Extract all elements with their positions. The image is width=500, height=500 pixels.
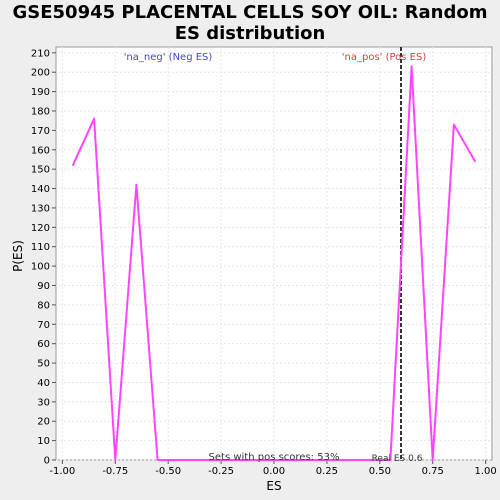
data-point-12 bbox=[326, 459, 328, 461]
y-tick-label-7: 70 bbox=[37, 320, 50, 331]
y-tick-label-13: 130 bbox=[31, 203, 50, 214]
y-tick-label-19: 190 bbox=[31, 87, 50, 98]
x-tick-label-8: 1.00 bbox=[475, 466, 497, 477]
y-tick-label-12: 120 bbox=[31, 223, 50, 234]
y-tick-label-2: 20 bbox=[37, 417, 50, 428]
x-tick-label-1: -0.75 bbox=[102, 466, 128, 477]
data-point-4 bbox=[156, 459, 159, 461]
y-tick-label-14: 140 bbox=[31, 184, 50, 195]
data-point-15 bbox=[389, 459, 392, 461]
x-tick-label-7: 0.75 bbox=[422, 466, 444, 477]
y-tick-label-6: 60 bbox=[37, 339, 50, 350]
data-point-19 bbox=[474, 160, 476, 163]
y-tick-label-1: 10 bbox=[37, 436, 50, 447]
real-es-label: Real ES 0.6 bbox=[372, 454, 423, 464]
data-point-14 bbox=[368, 459, 371, 461]
chart-title-line-2: ES distribution bbox=[174, 23, 326, 44]
data-point-2 bbox=[114, 459, 117, 461]
y-tick-label-0: 0 bbox=[44, 456, 50, 467]
y-tick-label-9: 90 bbox=[37, 281, 50, 292]
x-tick-label-4: 0.00 bbox=[263, 466, 285, 477]
y-axis-label: P(ES) bbox=[11, 240, 25, 272]
y-tick-label-4: 40 bbox=[37, 378, 50, 389]
chart-title-line-1: GSE50945 PLACENTAL CELLS SOY OIL: Random bbox=[12, 2, 488, 23]
data-point-18 bbox=[453, 123, 455, 126]
y-tick-label-3: 30 bbox=[37, 397, 50, 408]
data-point-3 bbox=[135, 183, 138, 186]
y-tick-label-5: 50 bbox=[37, 359, 50, 370]
data-point-0 bbox=[72, 164, 74, 167]
annotations: 'na_neg' (Neg ES) 'na_pos' (Pos ES) Sets… bbox=[124, 52, 427, 464]
data-point-6 bbox=[199, 459, 201, 461]
grid-lines bbox=[56, 47, 492, 461]
pos-es-label: 'na_pos' (Pos ES) bbox=[342, 52, 427, 63]
y-tick-label-11: 110 bbox=[31, 242, 50, 253]
x-tick-label-5: 0.25 bbox=[316, 466, 338, 477]
data-point-1 bbox=[93, 117, 95, 120]
chart-title: GSE50945 PLACENTAL CELLS SOY OIL: Random… bbox=[0, 2, 500, 44]
data-point-11 bbox=[304, 459, 307, 461]
data-point-10 bbox=[283, 459, 286, 461]
y-tick-label-8: 80 bbox=[37, 300, 50, 311]
y-tick-label-16: 160 bbox=[31, 145, 50, 156]
pos-scores-label: Sets with pos scores: 53% bbox=[209, 452, 340, 463]
x-axis-label: ES bbox=[266, 479, 281, 493]
y-tick-label-20: 200 bbox=[31, 68, 50, 79]
data-point-7 bbox=[220, 459, 222, 461]
x-tick-label-2: -0.50 bbox=[155, 466, 181, 477]
x-tick-label-6: 0.50 bbox=[369, 466, 391, 477]
data-point-17 bbox=[431, 459, 434, 461]
y-tick-label-10: 100 bbox=[31, 262, 50, 273]
axes: 0 10 20 30 40 50 60 70 80 90 100 110 120 130 140 150 160… bbox=[31, 48, 497, 477]
data-point-13 bbox=[347, 459, 349, 461]
y-tick-label-21: 210 bbox=[31, 48, 50, 59]
y-tick-label-15: 150 bbox=[31, 165, 50, 176]
y-tick-label-18: 180 bbox=[31, 106, 50, 117]
y-tick-label-17: 170 bbox=[31, 126, 50, 137]
x-tick-label-0: -1.00 bbox=[49, 466, 75, 477]
neg-es-label: 'na_neg' (Neg ES) bbox=[124, 52, 213, 63]
data-point-8 bbox=[241, 459, 244, 461]
series-layer bbox=[71, 47, 476, 461]
data-point-5 bbox=[177, 459, 180, 461]
x-tick-label-3: -0.25 bbox=[208, 466, 234, 477]
data-point-9 bbox=[262, 459, 265, 461]
series-line-0 bbox=[71, 65, 476, 461]
data-point-16 bbox=[410, 65, 413, 68]
